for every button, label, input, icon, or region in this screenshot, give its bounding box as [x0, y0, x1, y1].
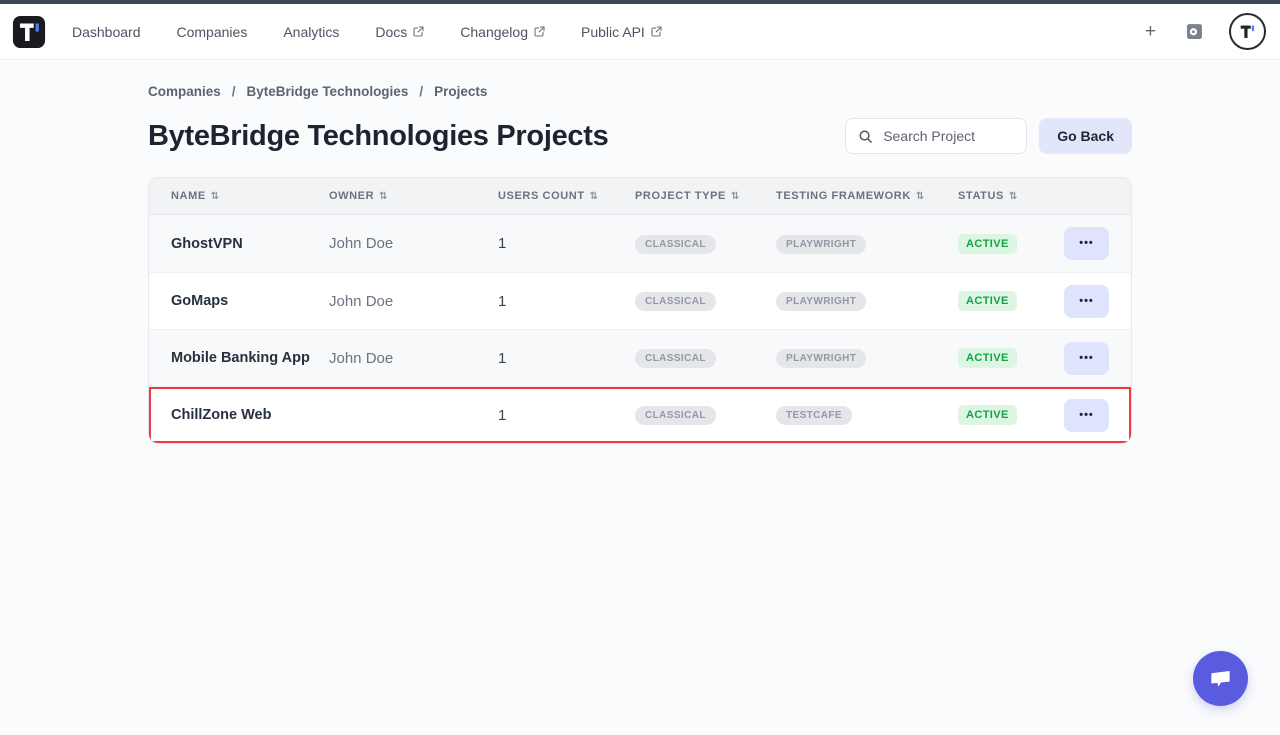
status-badge: ACTIVE	[958, 291, 1017, 311]
project-owner: John Doe	[329, 349, 394, 367]
table-row: GoMaps John Doe 1 CLASSICAL PLAYWRIGHT A…	[149, 272, 1131, 329]
title-row: ByteBridge Technologies Projects Go Back	[148, 118, 1132, 154]
row-actions-button[interactable]: •••	[1064, 341, 1109, 375]
navbar: Dashboard Companies Analytics Docs Changelog…	[0, 4, 1280, 60]
nav-link-analytics[interactable]: Analytics	[283, 23, 340, 40]
testing-framework-badge: PLAYWRIGHT	[776, 292, 867, 311]
page-title: ByteBridge Technologies Projects	[148, 120, 609, 152]
search-input[interactable]	[881, 127, 1015, 145]
column-label: PROJECT TYPE	[635, 190, 726, 202]
external-link-icon	[651, 26, 662, 37]
column-label: USERS COUNT	[498, 190, 585, 202]
app-logo-icon[interactable]	[12, 15, 46, 49]
nav-link-changelog[interactable]: Changelog	[460, 24, 545, 40]
table-header-row: NAME ⇅ OWNER ⇅ USERS COUNT ⇅ PROJECT TYPE ⇅ TEST…	[149, 178, 1131, 215]
breadcrumb-company[interactable]: ByteBridge Technologies	[246, 84, 409, 99]
sort-icon: ⇅	[1008, 190, 1018, 202]
column-label: NAME	[171, 190, 206, 202]
column-label: STATUS	[958, 190, 1004, 202]
column-header-project-type[interactable]: PROJECT TYPE ⇅	[635, 190, 776, 202]
chat-bubble-icon	[1208, 666, 1233, 691]
nav-link-dashboard[interactable]: Dashboard	[72, 23, 141, 40]
search-icon	[859, 130, 873, 143]
nav-link-docs[interactable]: Docs	[375, 24, 424, 40]
breadcrumb-separator: /	[231, 84, 236, 99]
status-badge: ACTIVE	[958, 348, 1017, 368]
users-count: 1	[498, 349, 507, 367]
breadcrumb-companies[interactable]: Companies	[148, 84, 221, 99]
project-type-badge: CLASSICAL	[635, 349, 716, 368]
sort-icon: ⇅	[210, 190, 220, 202]
column-header-name[interactable]: NAME ⇅	[171, 190, 329, 202]
nav-link-public-api[interactable]: Public API	[581, 24, 662, 40]
project-search-box	[845, 118, 1028, 154]
projects-table: NAME ⇅ OWNER ⇅ USERS COUNT ⇅ PROJECT TYPE ⇅ TEST…	[148, 177, 1132, 444]
top-strip	[0, 0, 1280, 4]
project-type-badge: CLASSICAL	[635, 292, 716, 311]
row-actions-button[interactable]: •••	[1064, 398, 1109, 432]
sort-icon: ⇅	[915, 190, 925, 202]
column-label: OWNER	[329, 190, 375, 202]
users-count: 1	[498, 292, 507, 310]
column-header-testing-framework[interactable]: TESTING FRAMEWORK ⇅	[776, 190, 958, 202]
column-label: TESTING FRAMEWORK	[776, 190, 911, 202]
row-actions-button[interactable]: •••	[1064, 284, 1109, 318]
testing-framework-badge: PLAYWRIGHT	[776, 349, 867, 368]
external-link-icon	[534, 26, 545, 37]
project-owner: John Doe	[329, 235, 394, 252]
project-name[interactable]: GhostVPN	[171, 235, 243, 252]
search-docs-icon[interactable]	[1184, 21, 1205, 42]
column-header-status[interactable]: STATUS ⇅	[958, 190, 1064, 202]
status-badge: ACTIVE	[958, 233, 1017, 254]
project-name[interactable]: ChillZone Web	[171, 407, 272, 423]
project-type-badge: CLASSICAL	[635, 406, 716, 425]
project-owner: John Doe	[329, 292, 394, 310]
breadcrumb-separator: /	[419, 84, 424, 99]
status-badge: ACTIVE	[958, 405, 1017, 425]
external-link-icon	[413, 26, 424, 37]
row-actions-button[interactable]: •••	[1064, 227, 1109, 260]
users-count: 1	[498, 235, 507, 252]
user-avatar[interactable]	[1229, 13, 1266, 50]
breadcrumb: Companies / ByteBridge Technologies / Pr…	[148, 84, 1132, 99]
main-content: Companies / ByteBridge Technologies / Pr…	[0, 60, 1280, 444]
table-row: ChillZone Web 1 CLASSICAL TESTCAFE ACTIV…	[149, 386, 1131, 443]
column-header-owner[interactable]: OWNER ⇅	[329, 190, 498, 202]
go-back-button[interactable]: Go Back	[1039, 118, 1132, 154]
column-header-users-count[interactable]: USERS COUNT ⇅	[498, 190, 635, 202]
add-button[interactable]: +	[1141, 20, 1160, 43]
sort-icon: ⇅	[379, 190, 389, 202]
users-count: 1	[498, 406, 507, 424]
table-row: GhostVPN John Doe 1 CLASSICAL PLAYWRIGHT…	[149, 215, 1131, 272]
table-row: Mobile Banking App John Doe 1 CLASSICAL …	[149, 329, 1131, 386]
testing-framework-badge: TESTCAFE	[776, 406, 852, 425]
project-type-badge: CLASSICAL	[635, 234, 716, 254]
sort-icon: ⇅	[589, 190, 599, 202]
table-body: GhostVPN John Doe 1 CLASSICAL PLAYWRIGHT…	[149, 215, 1131, 443]
nav-links: Dashboard Companies Analytics Docs Changelog…	[72, 24, 662, 40]
testing-framework-badge: PLAYWRIGHT	[776, 234, 867, 254]
sort-icon: ⇅	[730, 190, 740, 202]
breadcrumb-projects[interactable]: Projects	[434, 84, 488, 99]
chat-widget-button[interactable]	[1193, 651, 1248, 706]
nav-link-companies[interactable]: Companies	[176, 23, 248, 40]
project-name[interactable]: GoMaps	[171, 293, 229, 309]
navbar-right: +	[1141, 13, 1266, 50]
project-name[interactable]: Mobile Banking App	[171, 350, 310, 366]
